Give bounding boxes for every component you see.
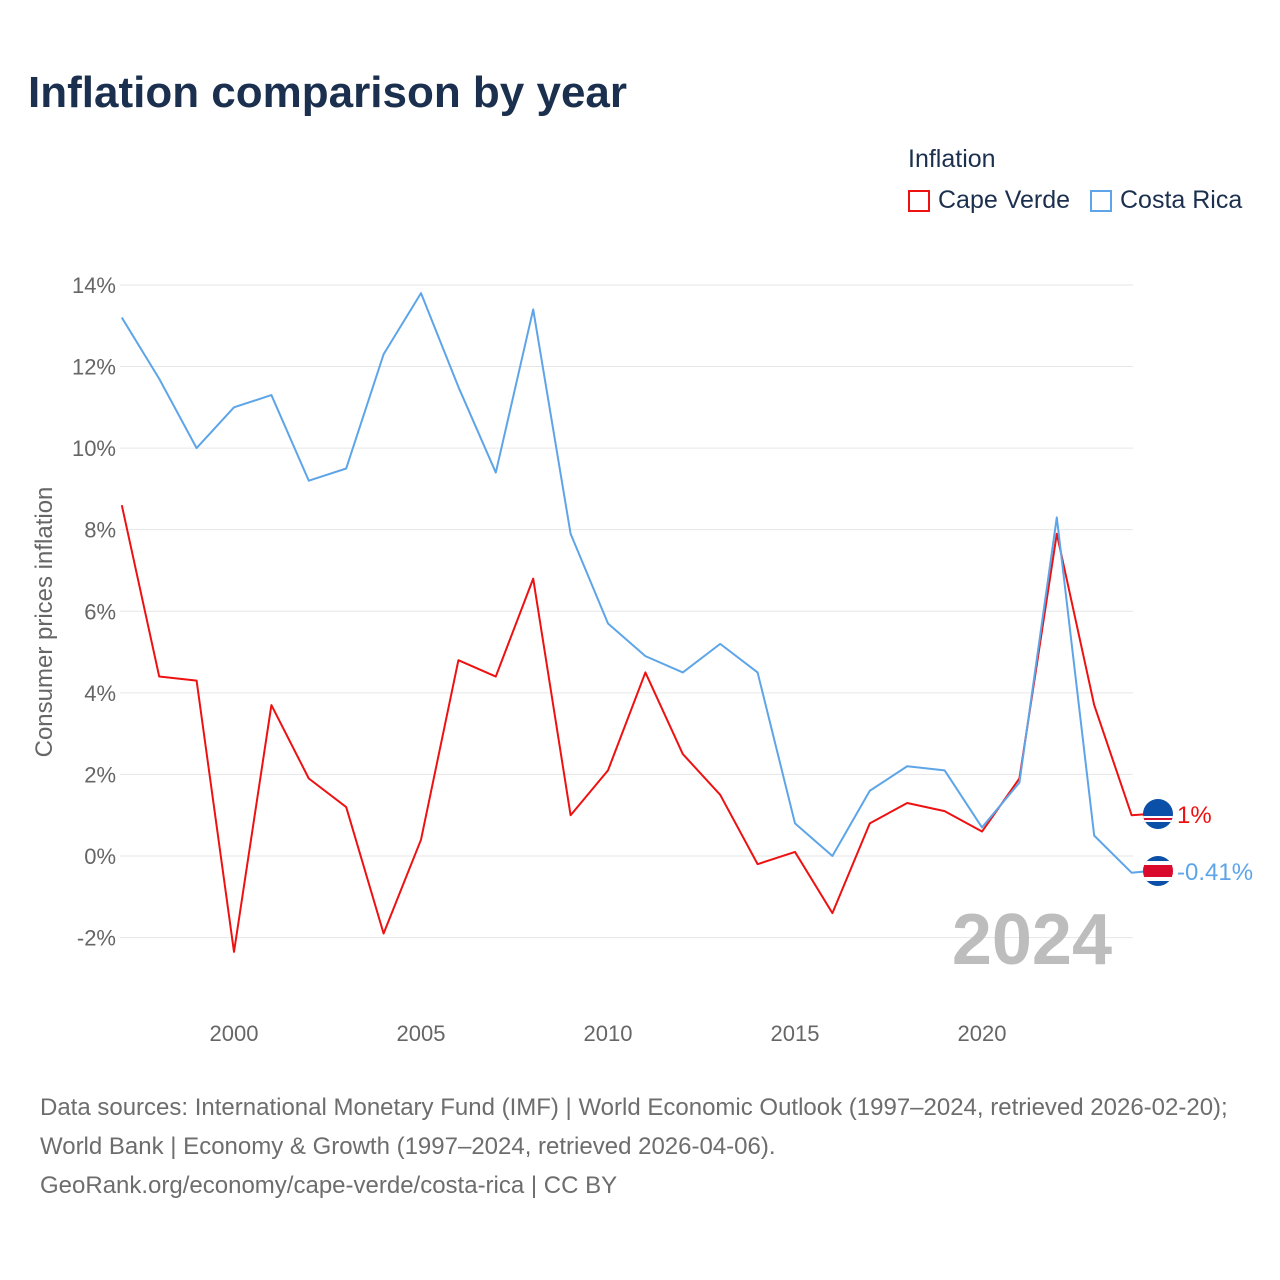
legend-swatch bbox=[908, 189, 930, 212]
y-tick-label: 14% bbox=[72, 273, 116, 298]
y-tick-label: 2% bbox=[84, 762, 116, 787]
y-tick-label: 12% bbox=[72, 355, 116, 380]
legend-label: Cape Verde bbox=[938, 186, 1071, 214]
legend-item-costa-rica[interactable]: Costa Rica bbox=[1090, 186, 1242, 215]
chart-title: Inflation comparison by year bbox=[28, 68, 628, 117]
legend-label: Costa Rica bbox=[1120, 186, 1243, 214]
y-tick-label: -2% bbox=[77, 926, 116, 951]
y-tick-label: 10% bbox=[72, 436, 116, 461]
x-tick-label: 2010 bbox=[584, 1021, 633, 1046]
y-tick-label: 6% bbox=[84, 599, 116, 624]
y-tick-label: 0% bbox=[84, 844, 116, 869]
legend-swatch bbox=[1090, 189, 1112, 212]
source-text: Data sources: International Monetary Fun… bbox=[40, 1094, 1228, 1160]
series-line-costa-rica bbox=[120, 292, 1151, 874]
year-watermark: 2024 bbox=[952, 900, 1112, 980]
source-url: GeoRank.org/economy/cape-verde/costa-ric… bbox=[40, 1172, 618, 1199]
end-value-label: -0.41% bbox=[1177, 859, 1253, 886]
legend-title: Inflation bbox=[908, 145, 996, 173]
line-chart: -2% 0% 2% 4% 6% 8% 10% 12% 14% 2000 2005 2010 2015 20… bbox=[31, 273, 1253, 1046]
x-tick-label: 2020 bbox=[958, 1021, 1007, 1046]
source-note: Data sources: International Monetary Fun… bbox=[40, 1088, 1250, 1205]
costa-rica-flag-icon bbox=[1143, 856, 1173, 886]
series-line-cape-verde bbox=[120, 504, 1151, 953]
x-tick-label: 2000 bbox=[210, 1021, 259, 1046]
x-tick-label: 2015 bbox=[771, 1021, 820, 1046]
y-tick-label: 8% bbox=[84, 518, 116, 543]
y-tick-label: 4% bbox=[84, 681, 116, 706]
cape-verde-flag-icon bbox=[1143, 799, 1173, 829]
end-value-label: 1% bbox=[1177, 802, 1212, 829]
y-axis-label: Consumer prices inflation bbox=[31, 487, 58, 758]
x-tick-label: 2005 bbox=[397, 1021, 446, 1046]
legend-item-cape-verde[interactable]: Cape Verde bbox=[908, 186, 1070, 215]
